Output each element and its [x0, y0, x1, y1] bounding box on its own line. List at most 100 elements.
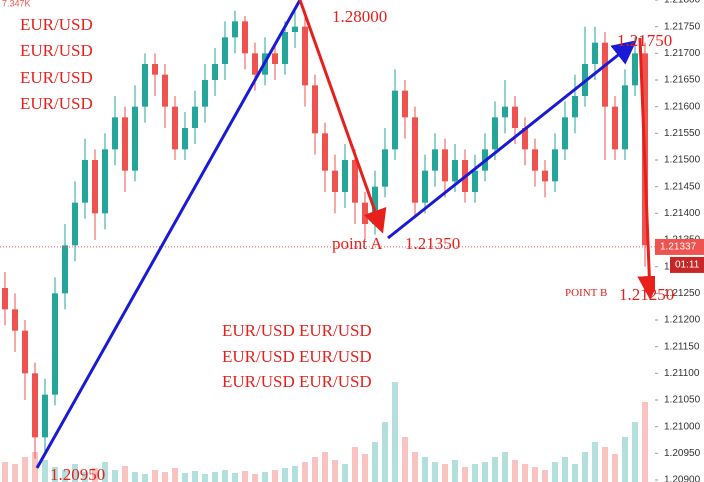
candle-body: [522, 128, 528, 150]
volume-bar: [412, 452, 418, 482]
trend-line: [35, 0, 302, 469]
candle-body: [382, 149, 388, 187]
y-tick-label: 1.21550: [664, 128, 701, 139]
volume-bar: [292, 466, 298, 482]
y-tick-label: 1.21750: [664, 21, 701, 32]
candle-body: [312, 85, 318, 134]
candle-body: [2, 288, 8, 310]
candle-body: [242, 21, 248, 54]
candle-body: [152, 64, 158, 75]
candle-body: [162, 74, 168, 107]
candle-body: [142, 64, 148, 107]
volume-bar: [182, 473, 188, 482]
candle-body: [32, 373, 38, 438]
y-tick-label: 1.20900: [664, 475, 701, 482]
volume-bar: [562, 457, 568, 482]
candle-body: [302, 26, 308, 86]
volume-bar: [202, 474, 208, 482]
volume-bar: [142, 474, 148, 482]
candle-body: [102, 149, 108, 214]
candle-body: [452, 160, 458, 182]
annotation: 1.21750: [617, 31, 672, 50]
y-tick-label: 1.21000: [664, 421, 701, 432]
volume-bar: [462, 467, 468, 482]
volume-bar: [522, 464, 528, 482]
candle-body: [22, 330, 28, 374]
candle-body: [352, 160, 358, 203]
candle-body: [392, 90, 398, 150]
annotation: EUR/USD EUR/USD: [222, 321, 372, 340]
volume-bar: [342, 464, 348, 482]
countdown-badge: [670, 256, 704, 273]
volume-bar: [312, 457, 318, 482]
volume-bar: [392, 382, 398, 482]
volume-bar: [22, 457, 28, 482]
y-tick-label: 1.21200: [664, 315, 701, 326]
candle-body: [372, 186, 378, 224]
candle-body: [432, 149, 438, 171]
volume-bar: [252, 474, 258, 482]
volume-bar: [622, 437, 628, 482]
volume-bar: [32, 452, 38, 482]
candle-body: [332, 170, 338, 192]
volume-bar: [512, 460, 518, 482]
candle-body: [12, 309, 18, 331]
volume-bar: [442, 464, 448, 482]
volume-bar: [62, 470, 68, 482]
candle-body: [572, 96, 578, 118]
volume-bar: [372, 442, 378, 482]
volume-bar: [212, 472, 218, 482]
candle-body: [112, 117, 118, 150]
candle-body: [362, 202, 368, 224]
volume-bar: [532, 467, 538, 482]
volume-bar: [472, 464, 478, 482]
volume-bar: [2, 462, 8, 482]
candle-body: [82, 160, 88, 203]
candle-body: [532, 149, 538, 171]
candle-body: [552, 149, 558, 182]
volume-bar: [352, 447, 358, 482]
candle-body: [92, 160, 98, 214]
candle-body: [542, 170, 548, 182]
volume-bar: [332, 460, 338, 482]
candle-body: [602, 42, 608, 107]
candle-body: [292, 26, 298, 32]
volume-bar: [452, 460, 458, 482]
candle-body: [252, 53, 258, 75]
volume-bar: [382, 422, 388, 482]
candle-body: [72, 202, 78, 246]
volume-bar: [282, 468, 288, 482]
candle-body: [622, 85, 628, 150]
volume-bar: [112, 470, 118, 482]
candle-body: [422, 170, 428, 203]
annotation: 1.28000: [332, 7, 387, 26]
volume-bar: [642, 402, 648, 482]
volume-bar: [242, 471, 248, 482]
candle-body: [282, 32, 288, 64]
volume-bar: [42, 460, 48, 482]
volume-bar: [82, 472, 88, 482]
volume-bar: [572, 464, 578, 482]
candle-body: [122, 117, 128, 171]
annotation: EUR/USD EUR/USD: [222, 347, 372, 366]
y-tick-label: 1.21150: [664, 341, 700, 352]
candle-body: [512, 106, 518, 128]
volume-bar: [192, 471, 198, 482]
countdown-label: 01:11: [675, 260, 700, 271]
volume-bar: [582, 452, 588, 482]
y-tick-label: 1.21050: [664, 395, 701, 406]
candle-body: [342, 160, 348, 192]
candle-body: [502, 106, 508, 118]
annotation: POINT B: [565, 287, 607, 299]
annotation: point A: [332, 234, 383, 253]
volume-bar: [122, 466, 128, 482]
annotation: EUR/USD EUR/USD: [222, 372, 372, 391]
candle-body: [172, 106, 178, 150]
volume-bar: [272, 470, 278, 482]
volume-bar: [52, 467, 58, 482]
candle-body: [492, 117, 498, 150]
y-tick-label: 1.21450: [664, 181, 701, 192]
volume-bar: [302, 462, 308, 482]
arrow: [637, 37, 662, 300]
volume-bar: [632, 422, 638, 482]
